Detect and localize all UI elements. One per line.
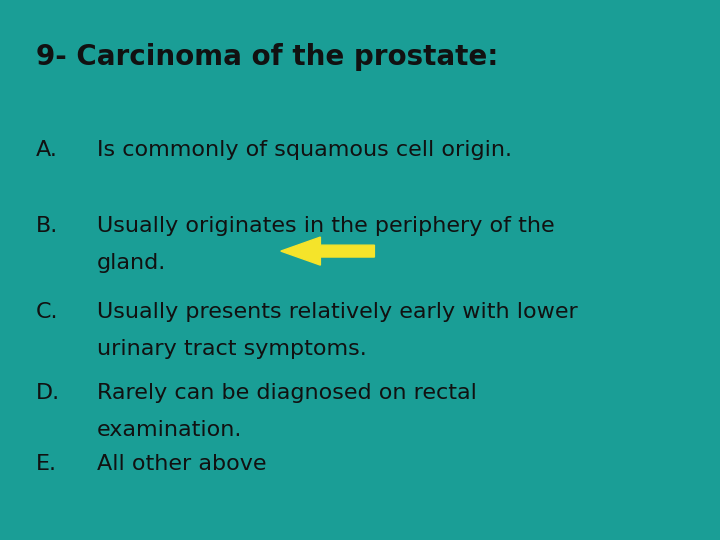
Text: gland.: gland. (97, 253, 166, 273)
Text: B.: B. (36, 216, 58, 236)
Text: Usually originates in the periphery of the: Usually originates in the periphery of t… (97, 216, 555, 236)
Text: Rarely can be diagnosed on rectal: Rarely can be diagnosed on rectal (97, 383, 477, 403)
Text: C.: C. (36, 302, 58, 322)
Text: E.: E. (36, 454, 57, 474)
Text: Is commonly of squamous cell origin.: Is commonly of squamous cell origin. (97, 140, 512, 160)
Text: All other above: All other above (97, 454, 266, 474)
Text: 9- Carcinoma of the prostate:: 9- Carcinoma of the prostate: (36, 43, 498, 71)
Text: Usually presents relatively early with lower: Usually presents relatively early with l… (97, 302, 578, 322)
Text: examination.: examination. (97, 420, 243, 440)
Text: A.: A. (36, 140, 58, 160)
Text: urinary tract symptoms.: urinary tract symptoms. (97, 339, 367, 359)
FancyArrow shape (281, 237, 374, 265)
Text: D.: D. (36, 383, 60, 403)
